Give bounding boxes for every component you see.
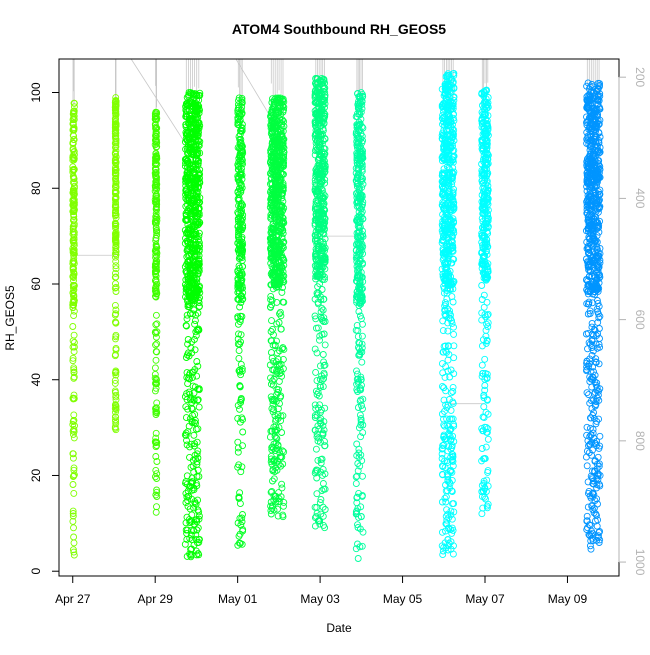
y-axis-label: RH_GEOS5 [3, 285, 17, 351]
x-axis-label: Date [326, 621, 352, 635]
chart-title: ATOM4 Southbound RH_GEOS5 [232, 21, 446, 37]
